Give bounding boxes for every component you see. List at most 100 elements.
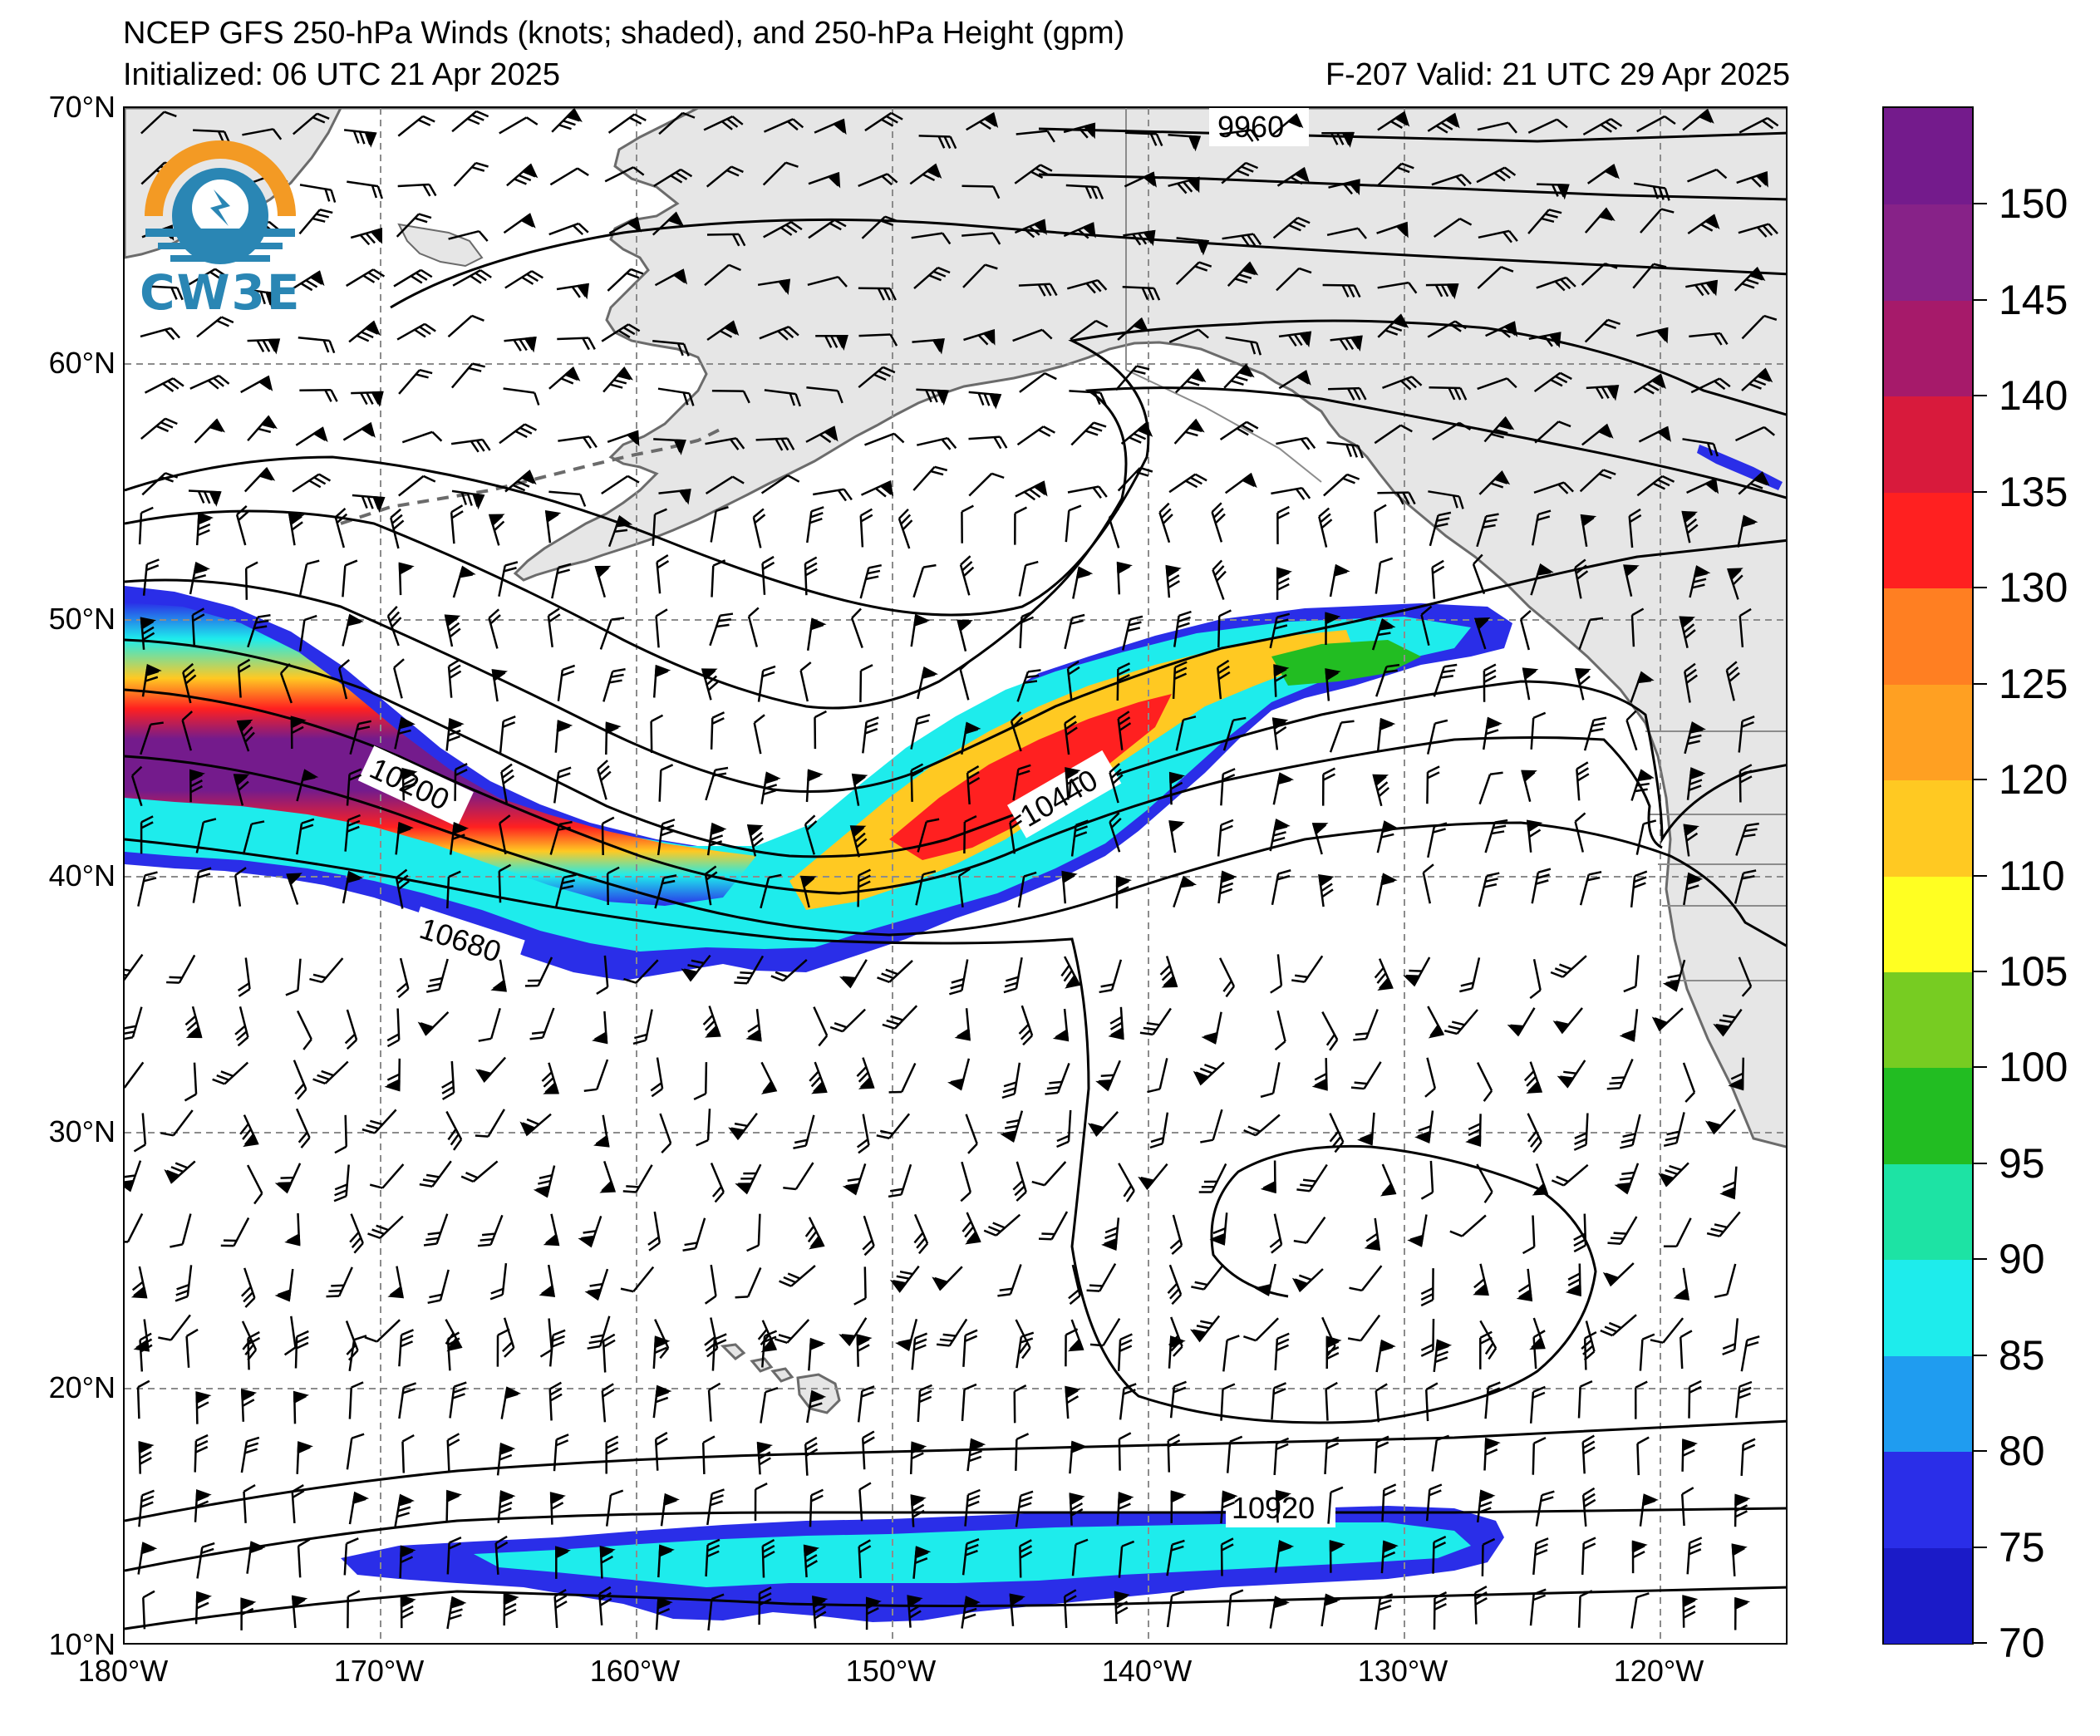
wind-barb — [1381, 1483, 1397, 1522]
contour-label: 10920 — [1232, 1491, 1315, 1525]
wind-barb — [447, 658, 462, 698]
wind-barb — [125, 953, 144, 981]
wind-barb — [652, 664, 671, 698]
wind-barb — [241, 1320, 258, 1361]
wind-barb — [909, 163, 942, 185]
wind-barb — [968, 472, 1005, 497]
wind-barb — [1573, 1213, 1587, 1253]
wind-barb — [1329, 720, 1355, 753]
wind-barb — [1070, 319, 1109, 341]
wind-barb — [1168, 134, 1202, 152]
wind-barb — [1168, 820, 1185, 853]
wind-barb — [1483, 663, 1497, 702]
wind-barb — [1529, 1588, 1547, 1626]
wind-barb — [1739, 116, 1779, 134]
wind-barb — [654, 874, 677, 909]
wind-barb — [247, 614, 271, 648]
wind-barb — [1045, 1062, 1070, 1095]
wind-barb — [1688, 1379, 1702, 1419]
wind-barb — [1124, 171, 1157, 188]
wind-barb — [475, 1056, 507, 1083]
wind-barb — [1532, 1163, 1549, 1196]
wind-barb — [1432, 1535, 1447, 1574]
wind-barb — [504, 470, 537, 493]
wind-barb — [997, 1264, 1022, 1297]
wind-barb — [895, 1318, 918, 1351]
wind-barb — [622, 1164, 653, 1193]
wind-barb — [606, 866, 620, 906]
wind-barb — [1121, 615, 1143, 651]
wind-barb — [499, 116, 539, 135]
wind-barb — [140, 721, 164, 755]
wind-barb — [912, 338, 945, 355]
wind-barb — [1166, 1539, 1185, 1576]
wind-barb — [858, 173, 898, 188]
wind-barb — [553, 1434, 569, 1472]
wind-barb — [804, 814, 818, 855]
colorbar-label: 95 — [1999, 1139, 2045, 1187]
wind-barb — [587, 1316, 611, 1350]
wind-barb — [1431, 1434, 1450, 1472]
wind-barb — [1673, 1267, 1689, 1301]
wind-barb — [728, 1113, 758, 1141]
chart-title: NCEP GFS 250-hPa Winds (knots; shaded), … — [123, 16, 1125, 51]
wind-barb — [1350, 1061, 1382, 1090]
wind-barb — [745, 1009, 762, 1042]
wind-barb — [1574, 558, 1589, 599]
wind-barb — [856, 1114, 870, 1154]
wind-barb — [760, 873, 782, 909]
wind-barb — [957, 868, 971, 907]
wind-barb — [1227, 261, 1259, 287]
wind-barb — [851, 773, 868, 806]
wind-barb — [1159, 956, 1178, 988]
wind-barb — [1330, 335, 1363, 352]
wind-barb — [1479, 1320, 1498, 1360]
wind-barb — [1068, 1264, 1081, 1306]
wind-barb — [1635, 819, 1657, 855]
wind-barb — [279, 662, 293, 704]
wind-barb — [1072, 566, 1094, 599]
wind-barb — [898, 509, 913, 549]
wind-barb — [916, 388, 950, 406]
wind-barb — [396, 213, 432, 238]
wind-barb — [450, 504, 464, 544]
wind-barb — [1200, 1109, 1223, 1143]
wind-barb — [1636, 115, 1676, 133]
state-borders — [1125, 108, 1786, 981]
wind-barb — [553, 1588, 568, 1628]
wind-barb — [735, 1163, 762, 1195]
wind-barb — [1580, 514, 1597, 547]
wind-barb — [764, 389, 802, 407]
wind-barb — [295, 426, 328, 446]
wind-barb — [912, 563, 937, 598]
wind-barb — [184, 1062, 198, 1102]
wind-barb — [707, 1593, 725, 1631]
wind-barb — [347, 180, 383, 199]
colorbar-tick — [1974, 1066, 1987, 1069]
wind-barb — [1663, 1112, 1685, 1147]
wind-barb — [1584, 318, 1620, 343]
colorbar-tick — [1974, 490, 1987, 493]
wind-barb — [554, 720, 573, 753]
wind-barb — [299, 559, 320, 596]
wind-barb — [1116, 561, 1133, 595]
wind-barb — [347, 1590, 361, 1629]
wind-barb — [842, 1163, 867, 1196]
wind-barb — [551, 108, 583, 133]
wind-barb — [1431, 559, 1445, 599]
wind-barb — [1740, 1335, 1760, 1372]
wind-barb — [1087, 1111, 1119, 1137]
wind-barb — [1099, 959, 1123, 994]
wind-barb — [539, 1318, 553, 1358]
wind-barb — [1324, 1436, 1340, 1474]
wind-barb — [137, 871, 158, 907]
wind-barb — [1329, 1540, 1345, 1573]
wind-barb — [1019, 1539, 1033, 1578]
wind-barb — [1218, 957, 1236, 998]
wind-barb — [401, 1434, 415, 1473]
wind-barb — [140, 111, 177, 135]
wind-barb — [548, 1329, 566, 1367]
wind-barb — [450, 438, 491, 453]
wind-barb — [423, 1213, 449, 1247]
wind-barb — [369, 1163, 405, 1189]
